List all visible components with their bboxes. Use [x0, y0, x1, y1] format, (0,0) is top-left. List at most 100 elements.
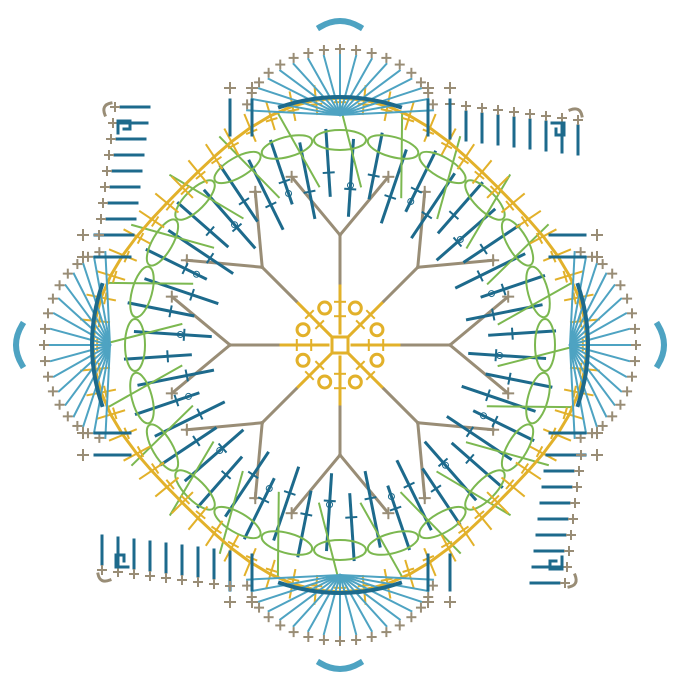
dc-stitch [123, 353, 192, 361]
gold-stitch-bar [227, 540, 240, 549]
fan-stitch [292, 62, 342, 117]
center-stitch [346, 351, 385, 390]
dc-stitch-bar [184, 369, 189, 382]
dc-stitch-bar [344, 187, 357, 191]
center-stitch-bar [365, 309, 376, 320]
dc-stitch-bar [403, 481, 415, 489]
dc-stitch-bar [476, 270, 484, 282]
fan-stitch [64, 343, 112, 407]
gold-stitch-bar [402, 567, 415, 573]
dc-stitch [159, 426, 218, 467]
center-loop [369, 322, 385, 338]
dc-dot [387, 493, 395, 501]
green-loop [123, 318, 146, 372]
gold-stitch [456, 143, 476, 170]
green-chain [130, 404, 194, 467]
gold-stitch [515, 461, 542, 481]
dc-stitch-bar [205, 252, 215, 264]
dc-stitch [218, 164, 259, 223]
lobe [242, 18, 438, 117]
gold-stitch-bar [150, 215, 160, 228]
corner-hook [550, 121, 566, 137]
spoke-branch [185, 421, 264, 432]
dc-stitch-bar [430, 484, 442, 493]
dc-stitch [488, 329, 557, 337]
dc-dot [265, 484, 273, 492]
fan-stitch [568, 343, 628, 379]
lobe [242, 573, 438, 672]
lobe-edge [13, 320, 27, 370]
lobe [568, 247, 667, 443]
spoke-branch [337, 452, 391, 516]
gold-stitch-bar [474, 170, 485, 180]
gold-stitch-bar [136, 445, 145, 458]
green-loop [145, 218, 180, 267]
corner [94, 82, 456, 240]
fan-stitch [338, 573, 374, 633]
dc-stitch [485, 372, 553, 389]
dc-stitch-bar [231, 222, 243, 233]
gold-stitch [96, 409, 126, 420]
green-chain [497, 281, 574, 326]
pattern [13, 18, 667, 672]
center-loop [295, 352, 311, 368]
gold-stitch-bar [112, 407, 118, 420]
dc-dot [285, 189, 293, 197]
dc-dot [231, 221, 239, 229]
gold-stitch [108, 248, 138, 262]
dc-stitch-bar [410, 186, 423, 194]
fan-stitch [267, 77, 342, 117]
fan-stitch [338, 573, 388, 628]
green-loop [366, 134, 420, 160]
gold-stitch [138, 461, 165, 481]
dc-stitch-bar [323, 499, 336, 503]
fan-stitch [338, 57, 374, 117]
spoke-branch [416, 421, 495, 432]
gold-stitch [440, 534, 457, 562]
fan-stitch [72, 343, 112, 418]
dc-dot [441, 461, 449, 469]
fan-stitch [250, 573, 342, 593]
gold-stitch [515, 209, 542, 229]
gold-stitch-bar [380, 577, 393, 582]
gold-stitch [171, 176, 194, 199]
fan-stitch [267, 573, 342, 613]
gold-stitch-bar [402, 117, 415, 123]
fan-stitch [338, 97, 430, 117]
dc-stitch [296, 490, 313, 558]
gold-stitch [123, 228, 151, 245]
fan-stitch [338, 573, 402, 621]
fan-stitch [92, 255, 112, 347]
fan-stitch [568, 311, 628, 347]
gold-stitch [171, 491, 194, 514]
corner-hook [116, 119, 132, 135]
center-stitch-bar [355, 319, 366, 330]
spoke-branch [447, 294, 511, 348]
green-loop [213, 505, 262, 540]
fan-stitch [278, 573, 342, 621]
spoke [260, 386, 299, 425]
dc-stitch [386, 485, 412, 551]
green-chain [400, 112, 404, 199]
fan-stitch [568, 283, 616, 347]
fan-stitch [292, 573, 342, 628]
gold-stitch-bar [520, 215, 530, 228]
green-chain [497, 343, 582, 368]
gold-stitch-bar [287, 577, 300, 582]
spoke-branch [253, 190, 264, 269]
fan-stitch [52, 311, 112, 347]
gold-stitch [529, 445, 557, 462]
green-chain [436, 470, 512, 517]
spoke-branch [169, 294, 233, 348]
gold-stitch-bar [287, 108, 300, 113]
corner-curl [568, 107, 584, 118]
gold-stitch-bar [562, 270, 568, 283]
gold-stitch-bar [572, 385, 577, 398]
center-loop [317, 374, 333, 390]
gold-stitch [471, 505, 493, 531]
center-stitch [295, 300, 334, 339]
spoke-branch [185, 258, 264, 269]
gold-stitch-bar [165, 479, 175, 490]
spoke-branch [169, 342, 233, 396]
